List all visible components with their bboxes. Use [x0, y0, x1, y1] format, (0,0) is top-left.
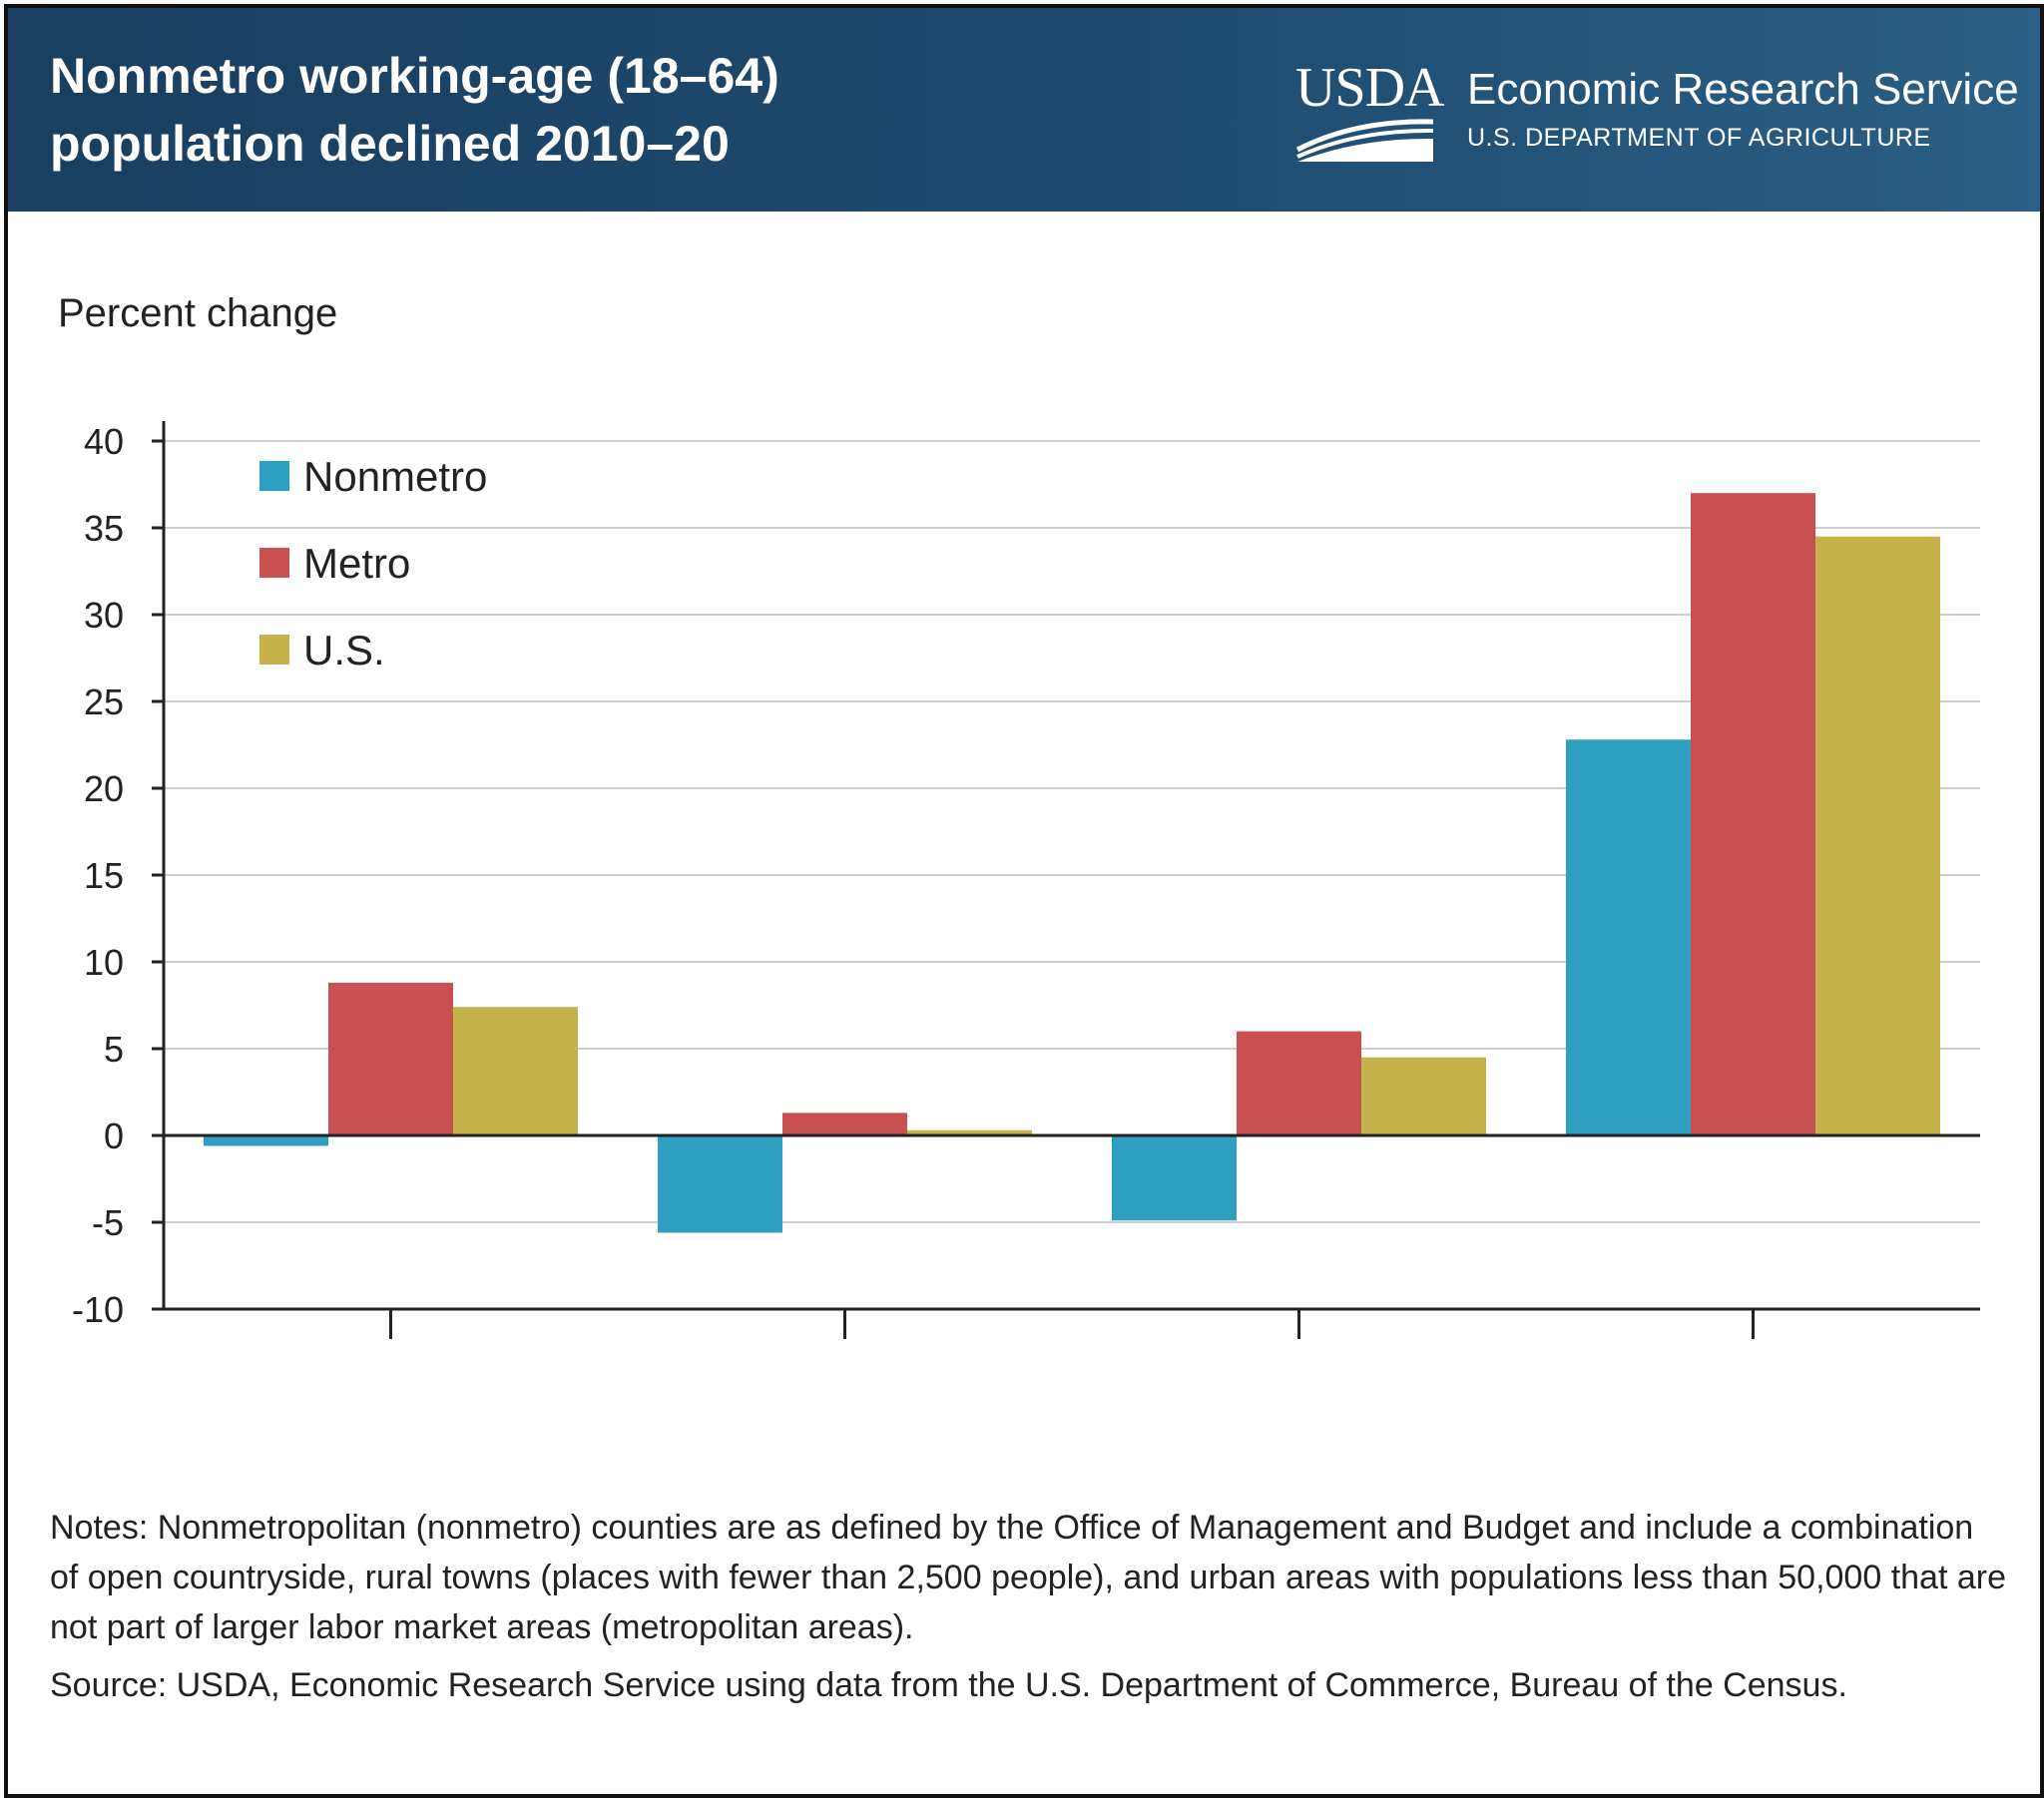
y-tick-label: 20 — [84, 768, 124, 809]
bar — [1691, 493, 1815, 1135]
bar — [1566, 739, 1691, 1135]
notes-section: Notes: Nonmetropolitan (nonmetro) counti… — [50, 1503, 2006, 1718]
legend-label: Metro — [303, 540, 410, 587]
agency-name: Economic Research Service — [1467, 65, 2019, 114]
department-name: U.S. DEPARTMENT OF AGRICULTURE — [1467, 124, 1931, 152]
usda-logo-text: USDA — [1295, 57, 1444, 119]
y-tick-label: -5 — [92, 1202, 124, 1243]
chart-title: Nonmetro working-age (18–64) population … — [50, 42, 1208, 178]
y-tick-label: 10 — [84, 942, 124, 983]
y-tick-label: 15 — [84, 855, 124, 896]
bar — [453, 1007, 578, 1135]
bar — [328, 982, 453, 1135]
y-tick-label: 30 — [84, 595, 124, 636]
source-text: Source: USDA, Economic Research Service … — [50, 1666, 1847, 1704]
bar — [1361, 1057, 1486, 1135]
bar — [204, 1135, 328, 1146]
legend-label: Nonmetro — [303, 453, 487, 500]
usda-ers-logo: USDA Economic Research Service U.S. DEPA… — [1295, 60, 2034, 170]
legend-swatch — [259, 461, 289, 491]
bar — [782, 1113, 907, 1135]
bar — [1815, 536, 1940, 1135]
y-tick-label: 25 — [84, 681, 124, 722]
legend-swatch — [259, 548, 289, 578]
y-tick-label: 5 — [104, 1029, 124, 1070]
title-line-1: Nonmetro working-age (18–64) — [50, 48, 779, 104]
legend-swatch — [259, 635, 289, 665]
y-tick-label: 0 — [104, 1116, 124, 1156]
notes-text: Notes: Nonmetropolitan (nonmetro) counti… — [50, 1509, 2006, 1646]
bar — [658, 1135, 782, 1233]
header-banner: Nonmetro working-age (18–64) population … — [8, 8, 2040, 212]
y-axis-label: Percent change — [58, 291, 338, 335]
y-tick-label: 40 — [84, 421, 124, 462]
y-tick-label: -10 — [72, 1289, 124, 1330]
bar — [1112, 1135, 1237, 1221]
title-line-2: population declined 2010–20 — [50, 116, 730, 172]
bar — [907, 1129, 1032, 1135]
y-tick-label: 35 — [84, 508, 124, 549]
bar-chart: -10-50510152025303540TotalUnder 1818-646… — [72, 421, 1980, 1339]
legend-label: U.S. — [303, 627, 385, 674]
bar — [1237, 1031, 1361, 1135]
chart-frame: Nonmetro working-age (18–64) population … — [4, 4, 2044, 1798]
usda-swoosh-icon — [1295, 119, 1434, 162]
